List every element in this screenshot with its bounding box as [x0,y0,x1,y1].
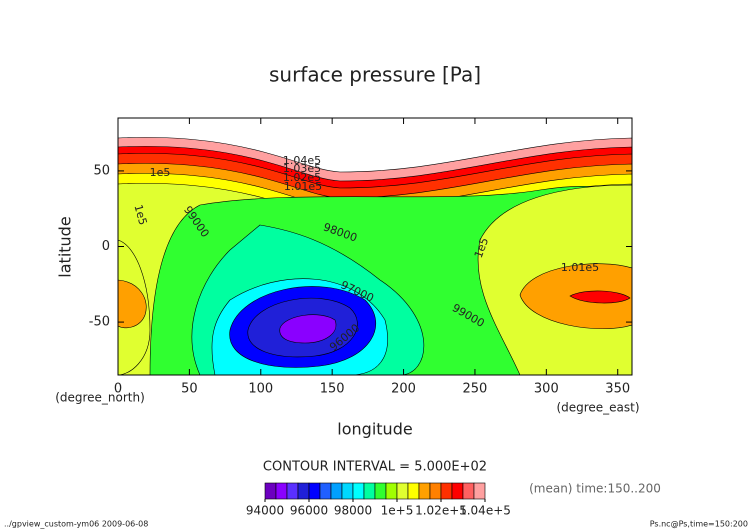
footer-left: ../gpview_custom-ym06 2009-06-08 [4,520,148,529]
colorbar-tick-label: 1e+5 [381,504,414,518]
colorbar-tick-label: 96000 [290,504,328,518]
contour-region [118,279,147,329]
footer-right: Ps.nc@Ps,time=150:200 [650,520,748,529]
x-tick-label: 200 [391,382,416,397]
colorbar-box [275,482,288,500]
contour-label: 1.02e5 [283,171,321,184]
y-tick-label: 50 [93,163,110,178]
colorbar-box [341,482,354,500]
contour-label: 1.01e5 [284,180,322,193]
contour-region [279,314,337,344]
x-unit: (degree_east) [556,401,639,415]
y-tick-label: -50 [89,315,110,330]
contour-label: 1e5 [132,203,150,226]
colorbar-box [264,482,277,500]
x-tick-label: 300 [534,382,559,397]
colorbar-tick-label: 1.04e+5 [459,504,511,518]
y-tick-label: 0 [102,239,110,254]
colorbar-box [363,482,376,500]
colorbar-box [429,482,442,500]
contour-label: 1.01e5 [561,261,599,274]
y-axis-label: latitude [56,216,75,277]
x-tick-label: 0 [114,382,122,397]
colorbar-box [374,482,387,500]
colorbar-tick-label: 98000 [334,504,372,518]
colorbar-box [385,482,398,500]
contour-label: 1e5 [150,166,171,179]
x-tick-label: 50 [181,382,198,397]
colorbar-box [473,482,486,500]
colorbar-box [330,482,343,500]
colorbar-box [407,482,420,500]
contour-interval: CONTOUR INTERVAL = 5.000E+02 [263,460,487,475]
contour-label: 1.04e5 [283,154,321,167]
colorbar-box [440,482,453,500]
colorbar-box [297,482,310,500]
x-tick-label: 250 [463,382,488,397]
x-tick-label: 150 [320,382,345,397]
mean-note: (mean) time:150..200 [529,482,661,496]
contour-field [118,137,632,375]
x-tick-label: 100 [248,382,273,397]
colorbar-box [418,482,431,500]
colorbar-box [396,482,409,500]
y-unit: (degree_north) [55,391,145,405]
colorbar-box [319,482,332,500]
colorbar-box [451,482,464,500]
contour-region [569,290,631,304]
contour-label: 1.03e5 [283,162,321,175]
colorbar-tick-label: 1.02e+5 [415,504,467,518]
colorbar-box [286,482,299,500]
x-tick-label: 350 [605,382,630,397]
colorbar-tick-label: 94000 [246,504,284,518]
chart-title: surface pressure [Pa] [269,63,481,87]
colorbar-box [352,482,365,500]
x-axis-label: longitude [337,420,412,439]
colorbar-box [462,482,475,500]
colorbar-box [308,482,321,500]
